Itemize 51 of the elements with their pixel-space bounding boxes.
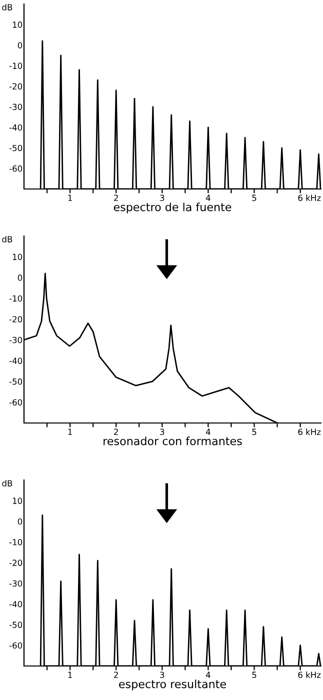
y-tick-label: -40 [9,358,22,364]
y-tick-label: 10 [12,254,22,260]
y-tick-label: -30 [9,580,22,587]
y-axis-title: dB [2,236,12,242]
text: kHz [306,194,321,201]
y-tick-label: -30 [9,104,22,110]
y-tick-label: -60 [9,642,22,649]
y-tick-label: -10 [9,62,22,69]
x-tick-label: 4 [206,194,210,201]
x-tick-label: 5 [252,672,256,678]
y-tick-label: 0 [18,518,22,525]
y-tick-label: -10 [9,538,22,546]
y-tick-label: -30 [9,336,22,344]
x-axis-title: espectro de la fuente [114,202,232,214]
y-tick-label: -60 [9,399,22,406]
x-tick-label: 6 [298,194,302,202]
y-tick-label: -40 [9,600,22,608]
y-tick-label: -50 [9,622,22,628]
y-axis-title: dB [2,4,12,10]
x-tick-label: 2 [114,672,118,678]
x-tick-label: 4 [206,428,210,435]
y-tick-label: -60 [9,165,22,172]
x-tick-label: 3 [160,428,164,436]
y-tick-label: -20 [9,316,22,322]
y-tick-label: 10 [12,22,22,28]
y-tick-label: 0 [18,42,22,48]
y-tick-label: -20 [9,83,22,90]
y-tick-label: -20 [9,560,22,566]
y-tick-label: 10 [12,498,22,504]
x-tick-label: 3 [160,194,164,202]
x-tick-label: 1 [68,428,72,435]
x-tick-label: 5 [252,428,256,436]
x-tick-label: 1 [68,672,72,678]
x-tick-label: 6 [298,428,302,436]
x-tick-label: 5 [252,194,256,202]
text: kHz [306,672,321,678]
x-axis-title: espectro resultante [119,680,226,690]
y-tick-label: -50 [9,144,22,152]
y-tick-label: -50 [9,378,22,385]
y-tick-label: 0 [18,274,22,281]
x-tick-label: 1 [68,194,72,201]
x-tick-label: 6 [298,672,302,678]
y-tick-label: -40 [9,124,22,131]
x-tick-label: 2 [114,428,118,435]
y-tick-label: -10 [9,295,22,302]
x-tick-label: 4 [206,672,210,678]
x-tick-label: 2 [114,194,118,201]
y-axis-title: dB [2,480,12,486]
x-tick-label: 3 [160,672,164,678]
text: kHz [306,428,321,435]
x-axis-title: resonador con formantes [104,436,242,446]
